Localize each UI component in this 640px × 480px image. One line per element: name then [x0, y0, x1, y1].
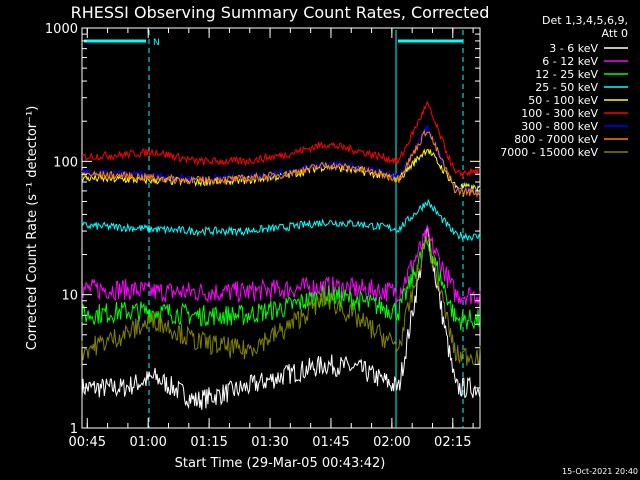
series-line	[81, 148, 481, 193]
series-line	[81, 198, 481, 242]
legend-label: 25 - 50 keV	[535, 81, 598, 94]
y-tick-label: 1000	[45, 22, 78, 37]
plot-area	[81, 27, 481, 429]
legend-label: 12 - 25 keV	[535, 68, 598, 81]
legend-label: 50 - 100 keV	[528, 94, 598, 107]
x-axis-label: Start Time (29-Mar-05 00:43:42)	[175, 456, 386, 471]
y-axis-label: Corrected Count Rate (s⁻¹ detector⁻¹)	[25, 106, 40, 351]
x-tick-label: 01:30	[251, 435, 288, 450]
y-tick-label: 100	[53, 155, 78, 170]
legend-label: 6 - 12 keV	[542, 55, 598, 68]
legend-label: 7000 - 15000 keV	[500, 146, 598, 159]
legend-label: 800 - 7000 keV	[514, 133, 598, 146]
series-layer	[81, 100, 481, 410]
y-tick-label: 1	[70, 422, 78, 437]
x-tick-label: 01:00	[129, 435, 166, 450]
x-axis: 00:45 01:00 01:15 01:30 01:45 02:00 02:15	[69, 28, 474, 450]
annotation-n: N	[153, 38, 160, 48]
x-tick-label: 01:15	[190, 435, 227, 450]
series-line	[81, 236, 481, 331]
chart-title: RHESSI Observing Summary Count Rates, Co…	[71, 3, 490, 22]
legend-label: 100 - 300 keV	[521, 107, 598, 120]
x-tick-label: 01:45	[312, 435, 349, 450]
x-tick-label: 00:45	[69, 435, 106, 450]
legend-label: 300 - 800 keV	[521, 120, 598, 133]
x-tick-label: 02:00	[373, 435, 410, 450]
observing-flags: N	[84, 30, 464, 428]
series-line	[81, 100, 481, 179]
series-line	[81, 235, 481, 366]
y-tick-label: 10	[61, 289, 78, 304]
series-line	[81, 225, 481, 306]
series-line	[81, 129, 481, 199]
y-axis: 1 10 100 1000	[45, 22, 480, 437]
x-tick-label: 02:15	[434, 435, 471, 450]
series-line	[81, 226, 481, 410]
legend-header-1: Det 1,3,4,5,6,9,	[542, 14, 628, 27]
timestamp: 15-Oct-2021 20:40	[562, 467, 638, 476]
legend-label: 3 - 6 keV	[549, 42, 598, 55]
legend-header-2: Att 0	[602, 27, 628, 40]
